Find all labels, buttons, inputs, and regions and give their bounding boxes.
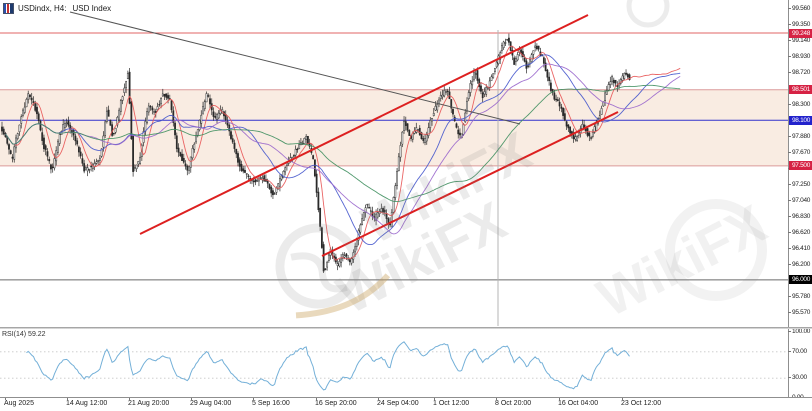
- time-label: 21 Aug 20:00: [128, 400, 170, 407]
- ma-slow-line: [5, 63, 681, 235]
- price-tick-label: 95.570: [788, 309, 810, 316]
- time-tick: [559, 398, 560, 400]
- time-tick: [622, 398, 623, 400]
- rsi-line: [26, 341, 630, 391]
- time-label: Aug 2025: [4, 400, 34, 407]
- supply-zone[interactable]: [0, 89, 788, 167]
- price-badge-97.500: 97.500: [789, 161, 812, 171]
- price-tick-label: 96.410: [788, 245, 810, 252]
- descending-trendline: [69, 11, 521, 125]
- time-tick: [129, 398, 130, 400]
- price-tick-label: 96.620: [788, 229, 810, 236]
- rsi-tick-label: 30.00: [788, 374, 807, 381]
- symbol-header: USDindx, H4: USD Index: [3, 3, 111, 14]
- channel-upper-trendline: [139, 14, 589, 235]
- rsi-indicator-pane[interactable]: [0, 329, 788, 399]
- price-tick-label: 96.830: [788, 213, 810, 220]
- price-tick-label: 99.140: [788, 37, 810, 44]
- wikifx-logo-partial-right: [665, 199, 767, 301]
- price-tick-label: 98.720: [788, 69, 810, 76]
- wikifx-logo-partial-top: [626, 0, 670, 28]
- time-tick: [67, 398, 68, 400]
- time-label: 23 Oct 12:00: [621, 400, 662, 407]
- time-tick: [434, 398, 435, 400]
- ma-long-line: [5, 84, 681, 203]
- pane-separator[interactable]: [0, 327, 812, 329]
- price-tick-label: 95.780: [788, 293, 810, 300]
- symbol-title: USDindx, H4:: [18, 4, 67, 13]
- price-badge-98.100: 98.100: [789, 115, 812, 125]
- time-tick: [496, 398, 497, 400]
- price-tick-label: 96.200: [788, 261, 810, 268]
- price-tick-label: 98.300: [788, 101, 810, 108]
- time-axis[interactable]: Aug 2025 14 Aug 12:00 21 Aug 20:00 29 Aug 0…: [0, 397, 812, 411]
- rsi-tick-label: 100.00: [788, 328, 810, 335]
- time-label: 8 Oct 20:00: [495, 400, 532, 407]
- price-tick-label: 97.670: [788, 149, 810, 156]
- rsi-indicator-label: RSI(14) 59.22: [2, 331, 46, 338]
- price-badge-96.000: 96.000: [789, 275, 812, 285]
- ma-mid-line: [5, 54, 681, 246]
- symbol-description: USD Index: [72, 4, 112, 13]
- price-tick-label: 99.560: [788, 5, 810, 12]
- time-label: 1 Oct 12:00: [433, 400, 470, 407]
- price-tick-label: 99.350: [788, 21, 810, 28]
- wikifx-logo-icon: [275, 223, 391, 319]
- candlestick-chart-icon: [3, 3, 14, 14]
- moving-averages: [5, 45, 681, 261]
- price-tick-label: 98.930: [788, 53, 810, 60]
- ma-fast-line: [5, 45, 681, 261]
- price-axis[interactable]: 99.560 99.350 99.140 98.930 98.720 98.300 97.8…: [788, 0, 812, 401]
- price-badge-98.501: 98.501: [789, 85, 812, 95]
- trendlines[interactable]: [69, 11, 619, 257]
- time-label: 5 Sep 16:00: [252, 400, 290, 407]
- time-tick: [191, 398, 192, 400]
- price-tick-label: 97.040: [788, 197, 810, 204]
- price-tick-label: 97.250: [788, 181, 810, 188]
- time-label: 16 Oct 04:00: [558, 400, 599, 407]
- price-tick-label: 97.880: [788, 133, 810, 140]
- time-tick: [253, 398, 254, 400]
- time-label: 24 Sep 04:00: [377, 400, 419, 407]
- time-tick: [316, 398, 317, 400]
- time-label: 16 Sep 20:00: [315, 400, 357, 407]
- price-badge-99.248: 99.248: [789, 28, 812, 38]
- time-label: 29 Aug 04:00: [190, 400, 232, 407]
- time-tick: [5, 398, 6, 400]
- time-tick: [378, 398, 379, 400]
- rsi-tick-label: 70.00: [788, 348, 807, 355]
- channel-lower-trendline: [321, 111, 619, 257]
- time-label: 14 Aug 12:00: [66, 400, 108, 407]
